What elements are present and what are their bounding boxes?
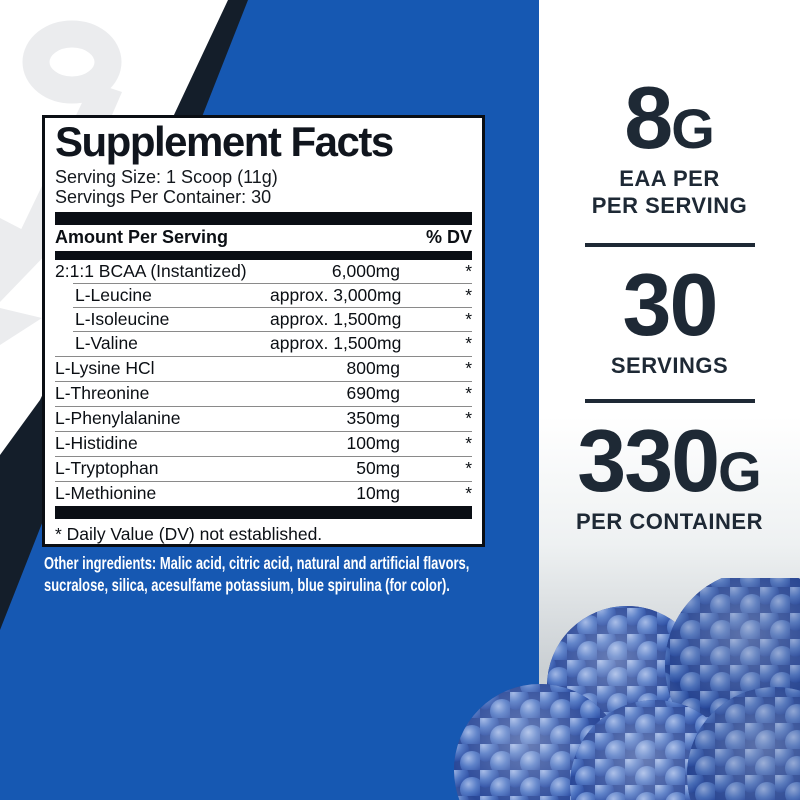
callout-per-container: 330G PER CONTAINER — [539, 417, 800, 535]
table-row: L-Phenylalanine 350mg * — [55, 407, 472, 432]
ingredient-dv: * — [465, 309, 472, 330]
table-row: L-Isoleucine approx. 1,500mg * — [55, 308, 472, 332]
ingredient-name: L-Isoleucine — [75, 309, 170, 330]
ingredient-amount: 100mg — [346, 433, 400, 454]
ingredient-name: L-Threonine — [55, 383, 150, 404]
ingredient-amount: approx. 3,000mg — [270, 285, 402, 306]
ingredient-amount: 6,000mg — [331, 261, 400, 282]
other-ingredients-text: Malic acid, citric acid, natural and art… — [44, 553, 470, 595]
divider-bar — [55, 250, 472, 260]
callout-caption: EAA PER PER SERVING — [591, 166, 748, 218]
table-row: 2:1:1 BCAA (Instantized) 6,000mg * — [55, 260, 472, 284]
callout-divider — [584, 243, 755, 247]
callout-value: 30 — [622, 255, 719, 354]
table-row: L-Histidine 100mg * — [55, 432, 472, 457]
table-row: L-Threonine 690mg * — [55, 382, 472, 407]
ingredient-dv: * — [465, 458, 472, 479]
raspberry — [687, 687, 800, 800]
ingredient-dv: * — [465, 383, 472, 404]
ingredient-dv: * — [465, 408, 472, 429]
other-ingredients-label: Other ingredients: — [44, 553, 157, 573]
dv-footnote: * Daily Value (DV) not established. — [55, 523, 323, 544]
servings-per-container: Servings Per Container: 30 — [55, 187, 272, 208]
table-row: L-Leucine approx. 3,000mg * — [55, 284, 472, 308]
panel-title: Supplement Facts — [55, 118, 394, 165]
ingredient-name: L-Tryptophan — [55, 458, 159, 479]
ingredient-name: 2:1:1 BCAA (Instantized) — [55, 261, 247, 282]
ingredient-name: L-Methionine — [55, 483, 157, 504]
table-row: L-Valine approx. 1,500mg * — [55, 332, 472, 357]
callout-servings: 30 SERVINGS — [539, 261, 800, 379]
ingredient-amount: approx. 1,500mg — [270, 333, 402, 354]
other-ingredients: Other ingredients: Malic acid, citric ac… — [44, 552, 488, 596]
ingredient-dv: * — [465, 261, 472, 282]
ingredient-amount: 800mg — [346, 358, 400, 379]
divider-bar — [55, 211, 472, 225]
callout-value: 330G — [577, 411, 762, 510]
ingredient-name: L-Lysine HCl — [55, 358, 155, 379]
callout-caption: SERVINGS — [610, 353, 729, 378]
ingredient-amount: 350mg — [346, 408, 400, 429]
callout-divider — [584, 399, 755, 403]
column-header-amount: Amount Per Serving — [55, 227, 229, 248]
table-header: Amount Per Serving % DV — [55, 225, 472, 251]
callout-value: 8G — [624, 68, 715, 167]
ingredient-name: L-Histidine — [55, 433, 138, 454]
ingredient-dv: * — [465, 433, 472, 454]
column-header-dv: % DV — [425, 227, 472, 248]
table-row: L-Tryptophan 50mg * — [55, 457, 472, 482]
callout-eaa-per-serving: 8G EAA PER PER SERVING — [539, 74, 800, 219]
supplement-facts-panel: Supplement Facts Serving Size: 1 Scoop (… — [42, 115, 485, 547]
blue-raspberries-image — [454, 578, 800, 800]
ingredient-amount: 10mg — [356, 483, 400, 504]
callouts-panel: 8G EAA PER PER SERVING 30 SERVINGS 330G … — [539, 50, 800, 535]
ingredient-amount: approx. 1,500mg — [270, 309, 402, 330]
ingredient-amount: 690mg — [346, 383, 400, 404]
callout-caption: PER CONTAINER — [576, 509, 763, 534]
serving-size: Serving Size: 1 Scoop (11g) — [55, 166, 278, 187]
ingredient-name: L-Phenylalanine — [55, 408, 181, 429]
ingredient-amount: 50mg — [356, 458, 400, 479]
table-row: L-Lysine HCl 800mg * — [55, 357, 472, 382]
ingredient-dv: * — [465, 333, 472, 354]
table-row: L-Methionine 10mg * — [55, 482, 472, 506]
ingredient-name: L-Leucine — [75, 285, 152, 306]
ingredient-dv: * — [465, 285, 472, 306]
ingredient-dv: * — [465, 483, 472, 504]
ingredient-dv: * — [465, 358, 472, 379]
ingredient-name: L-Valine — [75, 333, 138, 354]
divider-bar — [55, 505, 472, 519]
